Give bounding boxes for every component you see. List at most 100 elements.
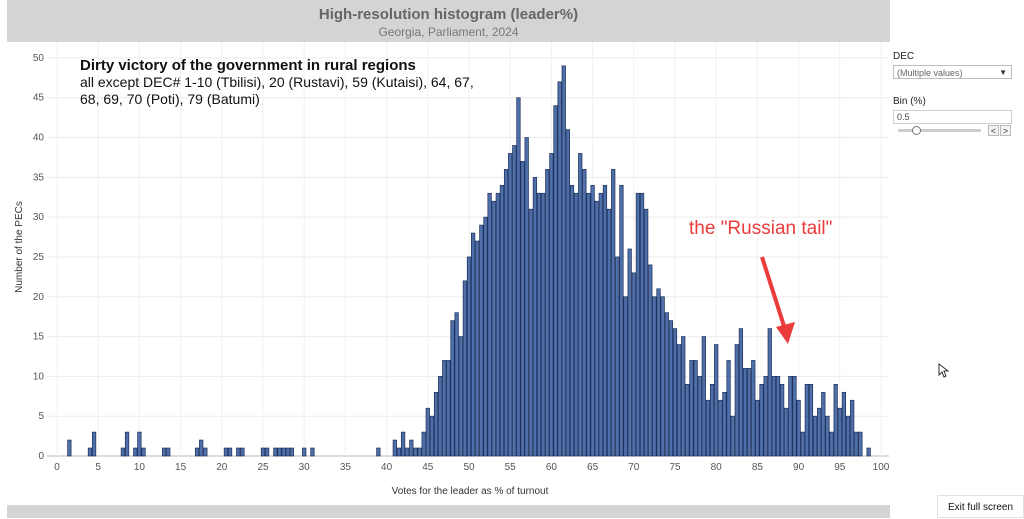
histogram-bar[interactable]: [672, 328, 678, 457]
histogram-bar[interactable]: [709, 383, 715, 457]
histogram-bar[interactable]: [466, 256, 472, 457]
histogram-bar[interactable]: [854, 431, 859, 457]
histogram-bar[interactable]: [302, 447, 307, 457]
histogram-bar[interactable]: [763, 376, 768, 457]
histogram-bar[interactable]: [714, 344, 719, 457]
histogram-bar[interactable]: [677, 344, 682, 457]
histogram-bar[interactable]: [166, 447, 171, 457]
histogram-bar[interactable]: [722, 391, 727, 457]
histogram-bar[interactable]: [265, 447, 270, 457]
histogram-bar[interactable]: [285, 447, 290, 457]
histogram-bar[interactable]: [652, 296, 657, 457]
histogram-bar[interactable]: [812, 415, 818, 457]
histogram-bar[interactable]: [590, 184, 595, 457]
histogram-bar[interactable]: [759, 383, 764, 457]
histogram-bar[interactable]: [223, 447, 229, 457]
histogram-bar[interactable]: [747, 368, 752, 457]
histogram-bar[interactable]: [557, 81, 562, 457]
histogram-bar[interactable]: [730, 415, 735, 457]
bin-slider-track[interactable]: [898, 129, 981, 132]
histogram-bar[interactable]: [495, 192, 500, 457]
histogram-bar[interactable]: [236, 447, 241, 457]
histogram-bar[interactable]: [784, 407, 789, 457]
histogram-bar[interactable]: [751, 360, 756, 457]
histogram-bar[interactable]: [400, 431, 406, 457]
histogram-bar[interactable]: [837, 407, 842, 457]
histogram-bar[interactable]: [137, 431, 142, 457]
histogram-bar[interactable]: [792, 376, 797, 457]
histogram-bar[interactable]: [512, 145, 517, 457]
histogram-bar[interactable]: [260, 447, 266, 457]
bin-slider-thumb[interactable]: [912, 126, 921, 135]
histogram-bar[interactable]: [627, 248, 632, 457]
histogram-bar[interactable]: [413, 447, 418, 457]
exit-full-screen-button[interactable]: Exit full screen: [937, 495, 1024, 518]
histogram-bar[interactable]: [133, 447, 138, 457]
histogram-bar[interactable]: [409, 439, 414, 457]
histogram-bar[interactable]: [656, 288, 661, 457]
histogram-bar[interactable]: [429, 415, 435, 457]
histogram-bar[interactable]: [800, 431, 805, 457]
histogram-bar[interactable]: [648, 264, 653, 457]
histogram-bar[interactable]: [433, 391, 439, 457]
histogram-bar[interactable]: [804, 383, 809, 457]
histogram-bar[interactable]: [705, 399, 711, 457]
histogram-bar[interactable]: [775, 376, 781, 457]
histogram-bar[interactable]: [623, 296, 628, 457]
histogram-bar[interactable]: [162, 447, 167, 457]
histogram-bar[interactable]: [87, 447, 93, 457]
bin-input[interactable]: 0.5: [893, 110, 1012, 124]
histogram-bar[interactable]: [516, 97, 521, 457]
histogram-bar[interactable]: [845, 415, 851, 457]
histogram-bar[interactable]: [850, 399, 855, 457]
histogram-bar[interactable]: [689, 360, 694, 457]
histogram-bar[interactable]: [545, 169, 550, 457]
histogram-bar[interactable]: [734, 344, 739, 457]
histogram-bar[interactable]: [639, 192, 645, 457]
histogram-bar[interactable]: [738, 328, 744, 457]
histogram-bar[interactable]: [541, 192, 546, 457]
histogram-bar[interactable]: [742, 368, 748, 457]
histogram-bar[interactable]: [91, 431, 97, 457]
histogram-bar[interactable]: [788, 376, 793, 457]
histogram-bar[interactable]: [442, 360, 447, 457]
histogram-bar[interactable]: [289, 447, 294, 457]
histogram-bar[interactable]: [458, 336, 463, 457]
histogram-bar[interactable]: [281, 447, 286, 457]
histogram-bar[interactable]: [508, 153, 513, 457]
histogram-bar[interactable]: [631, 272, 636, 457]
histogram-bar[interactable]: [718, 399, 723, 457]
histogram-bar[interactable]: [693, 360, 698, 457]
histogram-bar[interactable]: [833, 383, 838, 457]
histogram-bar[interactable]: [475, 240, 480, 457]
histogram-bar[interactable]: [528, 208, 533, 457]
histogram-bar[interactable]: [574, 192, 579, 457]
histogram-bar[interactable]: [417, 447, 422, 457]
histogram-bar[interactable]: [277, 447, 282, 457]
histogram-bar[interactable]: [203, 447, 208, 457]
histogram-bar[interactable]: [396, 447, 402, 457]
histogram-bar[interactable]: [565, 129, 570, 457]
histogram-bar[interactable]: [471, 232, 476, 457]
histogram-bar[interactable]: [569, 184, 575, 457]
histogram-bar[interactable]: [503, 169, 509, 457]
histogram-bar[interactable]: [602, 184, 608, 457]
histogram-bar[interactable]: [438, 376, 443, 457]
histogram-bar[interactable]: [561, 65, 566, 457]
histogram-bar[interactable]: [483, 216, 488, 457]
histogram-bar[interactable]: [586, 192, 591, 457]
histogram-bar[interactable]: [454, 312, 459, 457]
histogram-bar[interactable]: [701, 336, 706, 457]
histogram-bar[interactable]: [681, 336, 686, 457]
bin-decrement-button[interactable]: <: [988, 125, 999, 136]
histogram-bar[interactable]: [755, 399, 760, 457]
histogram-bar[interactable]: [619, 184, 624, 457]
histogram-bar[interactable]: [273, 447, 278, 457]
histogram-bar[interactable]: [392, 439, 397, 457]
histogram-bar[interactable]: [491, 200, 496, 457]
histogram-bar[interactable]: [644, 208, 649, 457]
histogram-bar[interactable]: [124, 431, 130, 457]
histogram-bar[interactable]: [520, 161, 525, 457]
histogram-bar[interactable]: [598, 192, 603, 457]
histogram-bar[interactable]: [549, 153, 554, 457]
